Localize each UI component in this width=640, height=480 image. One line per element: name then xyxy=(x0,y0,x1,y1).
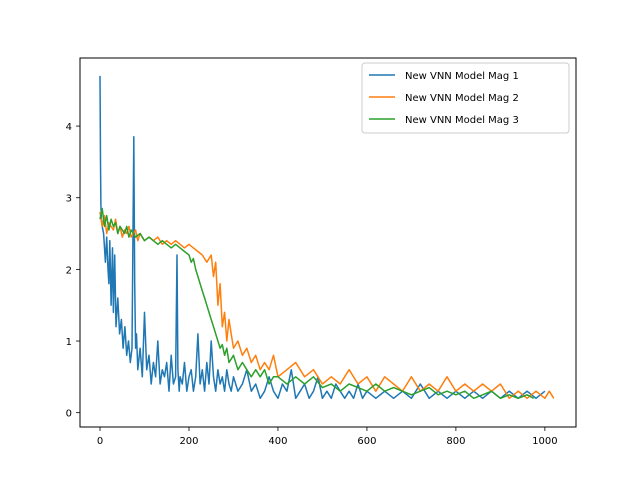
legend-label: New VNN Model Mag 1 xyxy=(405,71,519,82)
x-axis: 0 200 400 600 800 1000 xyxy=(97,427,558,447)
series-line-2 xyxy=(99,211,555,400)
y-axis: 0 1 2 3 4 xyxy=(66,122,80,420)
y-tick-label: 3 xyxy=(66,194,72,205)
x-tick-label: 600 xyxy=(357,436,376,447)
legend-label: New VNN Model Mag 2 xyxy=(405,93,519,104)
y-tick-label: 2 xyxy=(66,265,72,276)
legend-box xyxy=(361,62,570,134)
axes-frame xyxy=(79,57,577,428)
x-tick-label: 400 xyxy=(268,436,287,447)
series-line-1 xyxy=(99,75,546,400)
series-group xyxy=(99,75,555,400)
y-tick-label: 4 xyxy=(66,122,72,133)
x-tick-label: 1000 xyxy=(532,436,557,447)
series-line-3 xyxy=(99,207,535,400)
legend-label: New VNN Model Mag 3 xyxy=(405,115,519,126)
x-tick-label: 0 xyxy=(97,436,103,447)
legend: New VNN Model Mag 1 New VNN Model Mag 2 Ne… xyxy=(361,62,570,134)
x-tick-label: 200 xyxy=(179,436,198,447)
y-tick-label: 1 xyxy=(66,337,72,348)
y-tick-label: 0 xyxy=(66,409,72,420)
x-tick-label: 800 xyxy=(446,436,465,447)
